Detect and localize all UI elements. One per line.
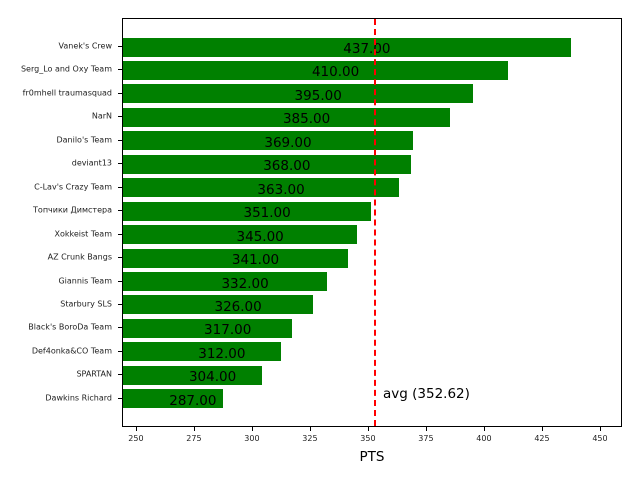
y-tick-label: Dawkins Richard xyxy=(45,393,112,403)
bar-value-label: 345.00 xyxy=(236,228,284,245)
y-tick-label: Def4onka&CO Team xyxy=(31,346,112,356)
x-tick-label: 375 xyxy=(418,434,434,443)
x-tick xyxy=(541,427,543,431)
bar xyxy=(123,272,328,291)
y-tick-label: fr0mhell traumasquad xyxy=(22,88,112,98)
bar-value-label: 317.00 xyxy=(204,322,252,339)
y-tick-label: SPARTAN xyxy=(76,369,112,379)
y-tick-label: NarN xyxy=(91,111,112,121)
y-tick xyxy=(118,303,122,305)
bar-value-label: 437.00 xyxy=(343,41,391,57)
x-tick xyxy=(599,427,601,431)
y-tick xyxy=(118,186,122,188)
bar xyxy=(123,342,281,362)
y-tick-label: Топчики Димстера xyxy=(33,205,112,215)
bar-value-label: 312.00 xyxy=(198,345,246,362)
x-tick-label: 275 xyxy=(186,434,202,443)
bar-value-label: 369.00 xyxy=(264,134,312,151)
y-tick xyxy=(118,139,122,141)
bar xyxy=(123,248,349,268)
bar xyxy=(123,60,509,80)
y-tick xyxy=(118,116,122,118)
x-tick xyxy=(193,427,195,431)
y-tick xyxy=(118,327,122,329)
x-tick-label: 400 xyxy=(476,434,492,443)
bar-value-label: 385.00 xyxy=(282,111,331,128)
bar-value-label: 287.00 xyxy=(169,392,217,409)
bar xyxy=(123,365,263,385)
x-tick xyxy=(483,427,485,431)
x-tick xyxy=(425,427,427,431)
y-tick-label: AZ Crunk Bangs xyxy=(47,252,112,262)
y-tick xyxy=(118,69,122,71)
bar xyxy=(123,389,223,409)
y-tick xyxy=(118,92,122,94)
bar xyxy=(123,318,293,338)
y-tick-label: Serg_Lo and Oxy Team xyxy=(20,64,112,74)
bar xyxy=(123,84,474,104)
y-tick xyxy=(118,350,122,352)
y-tick xyxy=(118,163,122,165)
average-line xyxy=(374,19,377,426)
y-tick xyxy=(118,374,122,376)
bar xyxy=(123,295,314,315)
bar-value-label: 304.00 xyxy=(188,369,237,386)
x-axis-title: PTS xyxy=(359,449,385,465)
x-tick xyxy=(135,427,137,431)
bar xyxy=(123,201,372,221)
y-tick-label: C-Lav's Crazy Team xyxy=(34,182,112,192)
y-tick-label: Black's BoroDa Team xyxy=(28,322,112,332)
x-tick xyxy=(367,427,369,431)
y-tick xyxy=(118,257,122,259)
y-tick-label: Vanek's Crew xyxy=(58,41,112,51)
bar xyxy=(123,107,451,127)
x-tick-label: 325 xyxy=(302,434,318,443)
x-tick xyxy=(251,427,253,431)
bar xyxy=(123,154,411,174)
bar xyxy=(123,131,414,151)
x-tick xyxy=(309,427,311,431)
y-tick xyxy=(118,280,122,282)
x-tick-label: 300 xyxy=(244,434,260,443)
x-tick-label: 450 xyxy=(592,434,608,443)
bar-value-label: 410.00 xyxy=(311,64,360,81)
y-tick-label: Giannis Team xyxy=(58,276,112,285)
bar-value-label: 363.00 xyxy=(257,181,305,198)
y-tick-label: Starbury SLS xyxy=(60,299,112,309)
bar xyxy=(123,178,400,198)
y-tick xyxy=(118,46,122,47)
bar-value-label: 351.00 xyxy=(243,205,291,222)
plot-area: 437.00 410.00 395.00 385.00 369.00 368.00 363.… xyxy=(122,18,622,427)
y-tick-label: deviant13 xyxy=(71,158,112,168)
bar-value-label: 368.00 xyxy=(263,158,311,175)
average-label: avg (352.62) xyxy=(383,386,470,402)
y-tick xyxy=(118,397,122,399)
y-tick xyxy=(118,210,122,212)
x-tick-label: 425 xyxy=(534,434,550,443)
y-tick xyxy=(118,233,122,235)
bar-value-label: 341.00 xyxy=(231,252,280,269)
y-tick-label: Xokkeist Team xyxy=(54,229,113,239)
bar-value-label: 326.00 xyxy=(214,298,262,315)
x-tick-label: 350 xyxy=(360,434,376,443)
bar-value-label: 332.00 xyxy=(221,275,269,292)
x-tick-label: 250 xyxy=(128,434,144,443)
bar xyxy=(123,225,358,245)
bar xyxy=(123,37,571,57)
bar-value-label: 395.00 xyxy=(294,87,342,104)
y-tick-label: Danilo's Team xyxy=(56,135,112,145)
